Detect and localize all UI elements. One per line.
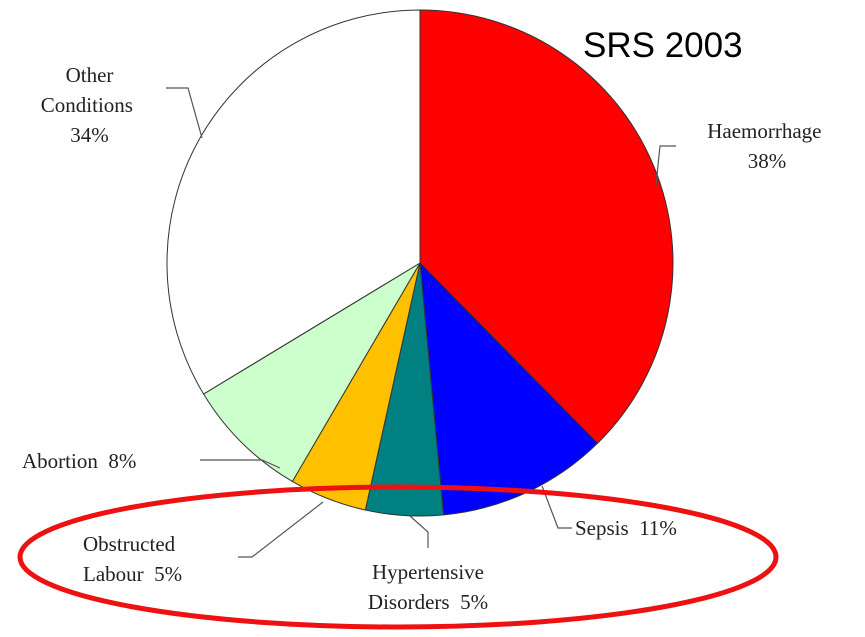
leader-line xyxy=(238,501,324,558)
slice-label: Hypertensive Disorders 5% xyxy=(330,557,526,617)
slice-label: Sepsis 11% xyxy=(575,513,775,543)
leader-line xyxy=(541,485,572,529)
value-label: 38% xyxy=(747,149,787,173)
value-label: 11% xyxy=(639,516,677,540)
category-label: Other Conditions xyxy=(40,63,133,117)
pie xyxy=(166,9,674,517)
category-label: Haemorrhage xyxy=(707,119,822,143)
category-label: Abortion xyxy=(22,449,98,473)
leader-line xyxy=(200,459,281,469)
highlight-ellipse xyxy=(17,484,779,630)
leader-lines xyxy=(166,87,676,558)
chart-title: SRS 2003 xyxy=(583,26,743,65)
leader-line xyxy=(409,515,429,548)
slice-label: Abortion 8% xyxy=(22,446,222,476)
leader-line xyxy=(655,145,676,186)
category-label: Hypertensive Disorders xyxy=(367,560,484,614)
value-label: 34% xyxy=(70,123,109,147)
slice-label: Other Conditions 34% xyxy=(22,60,157,150)
pie-slice xyxy=(166,9,421,395)
pie-slice xyxy=(202,262,421,483)
category-label: Sepsis xyxy=(575,516,629,540)
leader-line xyxy=(166,87,203,139)
slice-label: Obstructed Labour 5% xyxy=(83,529,243,589)
value-label: 5% xyxy=(460,590,489,614)
category-label: Obstructed Labour xyxy=(83,532,176,586)
slice-label: Haemorrhage 38% xyxy=(672,116,862,176)
value-label: 5% xyxy=(154,562,183,586)
pie-slice xyxy=(419,9,674,444)
value-label: 8% xyxy=(108,449,137,473)
